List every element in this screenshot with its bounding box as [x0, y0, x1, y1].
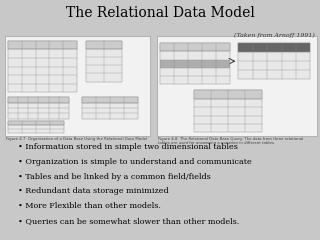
Bar [86, 41, 122, 82]
Text: Figure 4.8  The Relational Data Base Query. The data from three relational
table: Figure 4.8 The Relational Data Base Quer… [158, 137, 304, 145]
Bar [8, 121, 64, 125]
Text: • Organization is simple to understand and communicate: • Organization is simple to understand a… [18, 158, 251, 166]
Bar [238, 43, 310, 52]
Bar [238, 43, 310, 79]
Bar [160, 60, 230, 68]
Bar [160, 43, 230, 51]
Bar [194, 90, 262, 132]
Text: Figure 4.7  Organization of a Data Base Using the Relational Data Model: Figure 4.7 Organization of a Data Base U… [6, 137, 148, 141]
Bar [8, 97, 69, 119]
Bar [82, 97, 138, 119]
FancyBboxPatch shape [5, 36, 150, 136]
Text: • Tables and be linked by a common field/fields: • Tables and be linked by a common field… [18, 173, 210, 180]
Bar [82, 97, 138, 103]
Bar [8, 121, 64, 133]
Text: • Queries can be somewhat slower than other models.: • Queries can be somewhat slower than ot… [18, 217, 239, 225]
Text: (Taken from Arnoff 1991): (Taken from Arnoff 1991) [234, 32, 315, 38]
Text: • More Flexible than other models.: • More Flexible than other models. [18, 202, 160, 210]
FancyBboxPatch shape [157, 36, 317, 136]
Bar [86, 41, 122, 49]
Text: • Information stored in simple two dimensional tables: • Information stored in simple two dimen… [18, 143, 237, 151]
Bar [160, 43, 230, 84]
Text: • Redundant data storage minimized: • Redundant data storage minimized [18, 187, 168, 195]
Text: The Relational Data Model: The Relational Data Model [66, 6, 254, 20]
Bar [8, 41, 77, 49]
Bar [8, 97, 69, 103]
Bar [194, 90, 262, 99]
Bar [8, 41, 77, 92]
